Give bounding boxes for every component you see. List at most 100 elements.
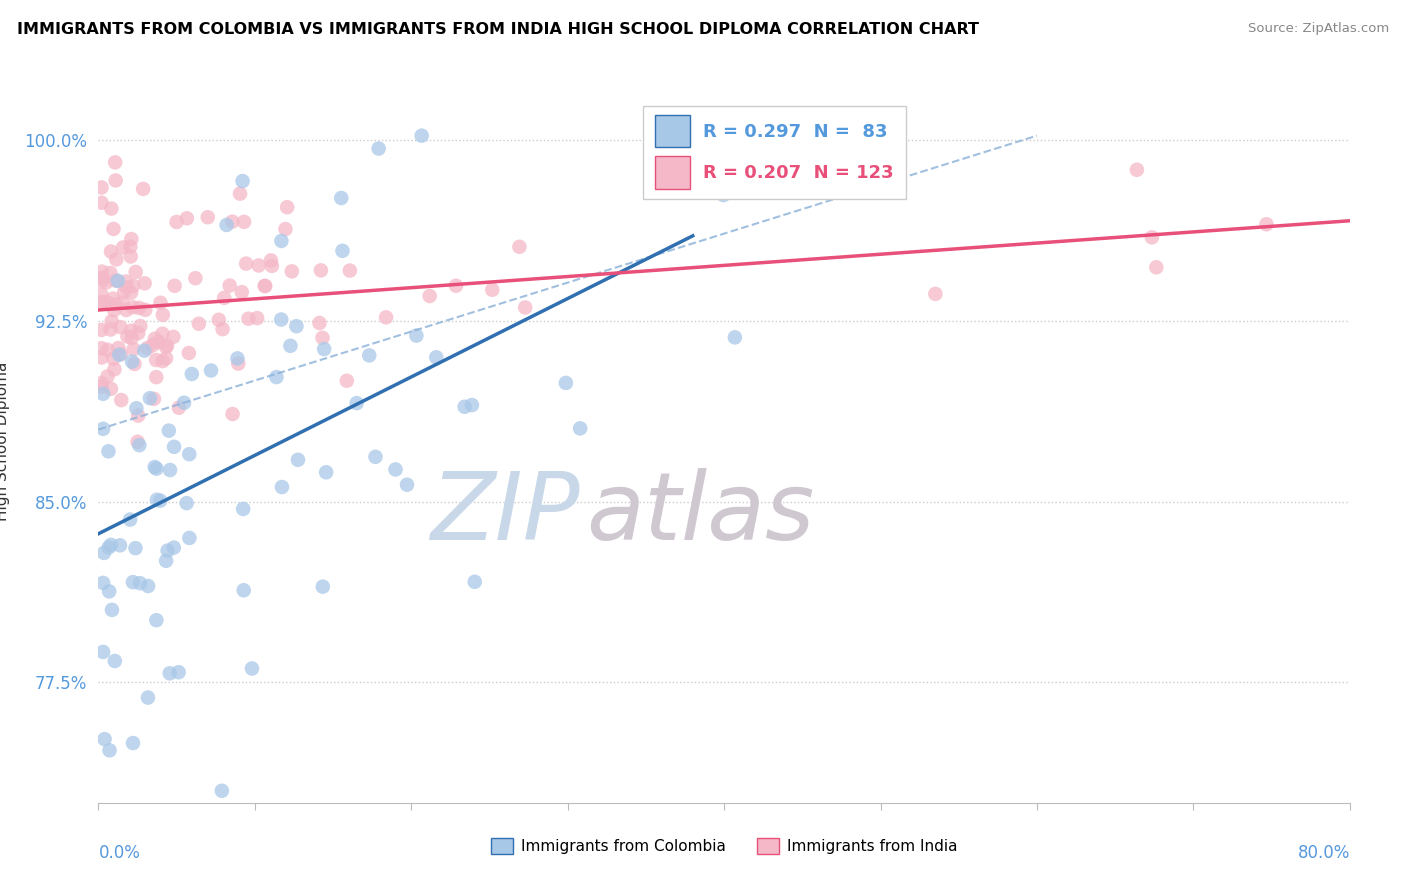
- Point: [312, 580, 335, 594]
- Point: [100, 538, 122, 552]
- Point: [148, 334, 170, 349]
- Point: [276, 200, 298, 214]
- Point: [134, 343, 156, 358]
- Point: [155, 340, 177, 354]
- Point: [146, 492, 169, 507]
- Point: [100, 244, 122, 259]
- Point: [405, 328, 427, 343]
- Point: [515, 301, 537, 315]
- Point: [91, 422, 114, 436]
- Point: [136, 690, 159, 705]
- Point: [226, 351, 249, 366]
- Point: [97, 541, 120, 555]
- Point: [101, 292, 124, 306]
- Point: [238, 311, 260, 326]
- Point: [91, 386, 114, 401]
- Point: [253, 279, 276, 293]
- Point: [176, 496, 198, 510]
- Point: [90, 195, 112, 210]
- Point: [104, 654, 127, 668]
- Point: [122, 279, 145, 293]
- Point: [132, 182, 155, 196]
- Point: [179, 531, 201, 545]
- Point: [464, 574, 486, 589]
- Point: [208, 313, 231, 327]
- Point: [274, 222, 297, 236]
- Point: [270, 234, 292, 248]
- Point: [120, 250, 142, 264]
- Point: [121, 331, 143, 345]
- Point: [96, 369, 118, 384]
- Point: [96, 295, 118, 310]
- Point: [173, 395, 195, 409]
- Bar: [655, 115, 690, 147]
- Point: [90, 295, 112, 310]
- Point: [120, 512, 142, 526]
- Point: [281, 264, 304, 278]
- Point: [308, 316, 330, 330]
- Point: [103, 351, 125, 366]
- Point: [240, 661, 263, 675]
- Point: [197, 211, 219, 225]
- Point: [155, 554, 177, 568]
- Point: [90, 270, 112, 285]
- Point: [100, 322, 122, 336]
- Point: [134, 302, 156, 317]
- Point: [124, 357, 146, 371]
- Legend: Immigrants from Colombia, Immigrants from India: Immigrants from Colombia, Immigrants fro…: [485, 832, 963, 860]
- Point: [163, 440, 186, 454]
- Point: [90, 287, 112, 301]
- Point: [122, 343, 145, 357]
- Point: [163, 541, 186, 555]
- Point: [554, 376, 576, 390]
- Point: [260, 259, 283, 273]
- Point: [108, 348, 131, 362]
- Point: [115, 280, 138, 294]
- Point: [254, 279, 277, 293]
- Point: [90, 376, 112, 391]
- Point: [103, 222, 125, 236]
- Point: [139, 391, 162, 405]
- Point: [285, 319, 308, 334]
- Point: [155, 351, 177, 366]
- Point: [149, 295, 172, 310]
- Point: [120, 239, 142, 253]
- Point: [120, 285, 142, 300]
- Point: [215, 218, 238, 232]
- Y-axis label: High School Diploma: High School Diploma: [0, 362, 10, 521]
- Point: [110, 347, 132, 361]
- Point: [105, 252, 128, 267]
- Point: [104, 155, 127, 169]
- Point: [218, 278, 240, 293]
- Point: [122, 575, 145, 590]
- Point: [136, 341, 159, 355]
- Point: [94, 276, 117, 290]
- Point: [187, 317, 209, 331]
- Text: 0.0%: 0.0%: [98, 845, 141, 863]
- Point: [90, 180, 112, 194]
- Text: 80.0%: 80.0%: [1298, 845, 1350, 863]
- Bar: [643, 105, 905, 200]
- Point: [266, 370, 288, 384]
- Point: [104, 173, 127, 187]
- Point: [235, 257, 257, 271]
- Point: [129, 576, 152, 591]
- Point: [211, 322, 233, 336]
- Point: [226, 357, 249, 371]
- Point: [112, 240, 135, 254]
- Point: [103, 303, 125, 318]
- Point: [395, 477, 418, 491]
- Point: [90, 274, 112, 288]
- Point: [157, 424, 180, 438]
- Point: [179, 447, 201, 461]
- Point: [143, 460, 166, 475]
- Point: [125, 401, 148, 416]
- Point: [233, 215, 256, 229]
- Point: [145, 461, 167, 475]
- Point: [359, 348, 381, 362]
- Point: [200, 363, 222, 377]
- Point: [152, 308, 174, 322]
- Point: [346, 396, 368, 410]
- Point: [375, 310, 398, 325]
- Point: [101, 603, 124, 617]
